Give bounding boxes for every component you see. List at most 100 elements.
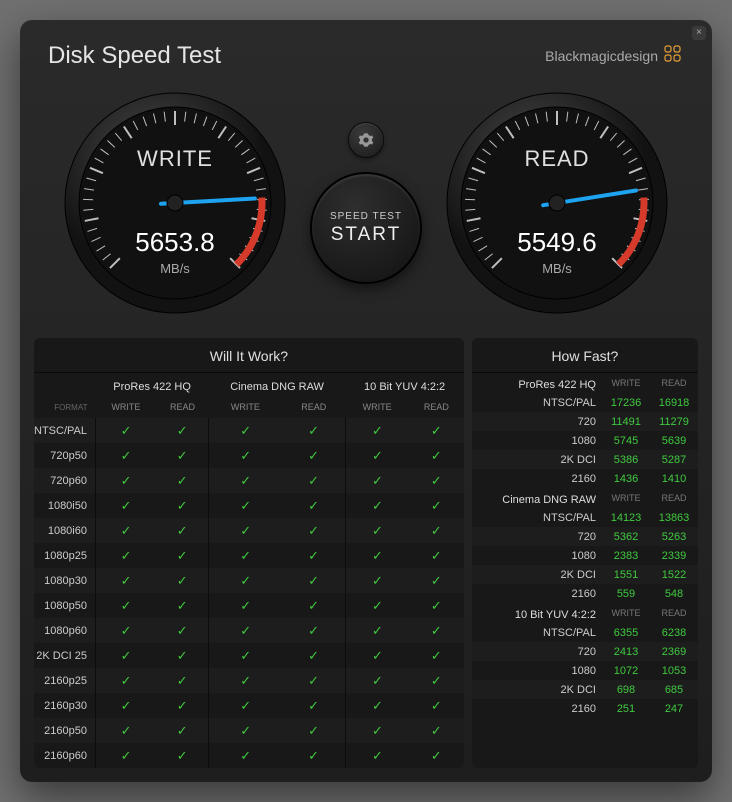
table-row: NTSC/PAL1412313863 [472, 508, 698, 527]
fast-format-label: 1080 [472, 431, 602, 450]
checkmark-icon: ✓ [308, 598, 319, 613]
brand-label: Blackmagicdesign [545, 45, 684, 68]
check-cell: ✓ [409, 493, 464, 518]
fast-wr-header: WRITE [602, 603, 650, 623]
checkmark-icon: ✓ [121, 473, 132, 488]
check-cell: ✓ [345, 418, 409, 443]
how-fast-panel: How Fast? ProRes 422 HQWRITEREADNTSC/PAL… [472, 338, 698, 768]
check-cell: ✓ [209, 668, 282, 693]
check-cell: ✓ [156, 593, 208, 618]
write-gauge-svg [60, 88, 290, 318]
check-cell: ✓ [209, 618, 282, 643]
check-cell: ✓ [282, 418, 345, 443]
checkmark-icon: ✓ [431, 473, 442, 488]
checkmark-icon: ✓ [177, 598, 188, 613]
table-row: 2160251247 [472, 699, 698, 718]
checkmark-icon: ✓ [308, 623, 319, 638]
check-cell: ✓ [282, 668, 345, 693]
tables-row: Will It Work? ProRes 422 HQCinema DNG RA… [20, 338, 712, 782]
brand-text: Blackmagicdesign [545, 48, 658, 64]
check-cell: ✓ [282, 643, 345, 668]
checkmark-icon: ✓ [240, 623, 251, 638]
checkmark-icon: ✓ [372, 698, 383, 713]
fast-write-value: 251 [602, 699, 650, 718]
how-fast-table: ProRes 422 HQWRITEREADNTSC/PAL1723616918… [472, 373, 698, 718]
fast-section-title: 10 Bit YUV 4:2:2 [472, 603, 602, 623]
start-button-small: SPEED TEST [330, 211, 402, 222]
checkmark-icon: ✓ [431, 498, 442, 513]
table-row: 2160p25✓✓✓✓✓✓ [34, 668, 464, 693]
fast-read-value: 5639 [650, 431, 698, 450]
fast-read-value: 5263 [650, 527, 698, 546]
write-gauge-label: WRITE [137, 146, 213, 172]
fast-format-label: 720 [472, 642, 602, 661]
start-button[interactable]: SPEED TEST START [310, 172, 422, 284]
table-row: 1080i60✓✓✓✓✓✓ [34, 518, 464, 543]
check-cell: ✓ [95, 418, 156, 443]
checkmark-icon: ✓ [372, 623, 383, 638]
fast-read-value: 2369 [650, 642, 698, 661]
close-button[interactable]: × [692, 26, 706, 40]
check-cell: ✓ [95, 718, 156, 743]
write-gauge-value: 5653.8 [135, 227, 215, 258]
check-cell: ✓ [345, 668, 409, 693]
check-cell: ✓ [345, 468, 409, 493]
checkmark-icon: ✓ [308, 423, 319, 438]
checkmark-icon: ✓ [121, 523, 132, 538]
how-fast-title: How Fast? [472, 338, 698, 373]
check-cell: ✓ [156, 493, 208, 518]
check-cell: ✓ [156, 693, 208, 718]
table-row: 2K DCI 25✓✓✓✓✓✓ [34, 643, 464, 668]
checkmark-icon: ✓ [308, 673, 319, 688]
check-cell: ✓ [95, 593, 156, 618]
fast-format-label: NTSC/PAL [472, 508, 602, 527]
fast-write-value: 2383 [602, 546, 650, 565]
app-title: Disk Speed Test [48, 42, 221, 70]
check-cell: ✓ [282, 468, 345, 493]
check-cell: ✓ [409, 418, 464, 443]
check-cell: ✓ [409, 668, 464, 693]
check-cell: ✓ [95, 618, 156, 643]
table-row: 7201149111279 [472, 412, 698, 431]
checkmark-icon: ✓ [121, 498, 132, 513]
check-cell: ✓ [95, 643, 156, 668]
checkmark-icon: ✓ [240, 673, 251, 688]
check-cell: ✓ [345, 568, 409, 593]
checkmark-icon: ✓ [177, 648, 188, 663]
checkmark-icon: ✓ [177, 523, 188, 538]
check-cell: ✓ [156, 568, 208, 593]
codec-header: 10 Bit YUV 4:2:2 [345, 373, 463, 398]
table-row: 108023832339 [472, 546, 698, 565]
checkmark-icon: ✓ [308, 723, 319, 738]
checkmark-icon: ✓ [240, 448, 251, 463]
format-label: 2160p50 [34, 718, 95, 743]
table-row: 108057455639 [472, 431, 698, 450]
table-row: 1080p25✓✓✓✓✓✓ [34, 543, 464, 568]
will-it-work-panel: Will It Work? ProRes 422 HQCinema DNG RA… [34, 338, 464, 768]
format-label: 720p60 [34, 468, 95, 493]
checkmark-icon: ✓ [121, 548, 132, 563]
table-row: 720p50✓✓✓✓✓✓ [34, 443, 464, 468]
checkmark-icon: ✓ [308, 498, 319, 513]
check-cell: ✓ [345, 643, 409, 668]
start-button-big: START [331, 224, 402, 246]
table-row: 2160p30✓✓✓✓✓✓ [34, 693, 464, 718]
check-cell: ✓ [409, 543, 464, 568]
table-row: NTSC/PAL✓✓✓✓✓✓ [34, 418, 464, 443]
settings-button[interactable] [348, 122, 384, 158]
check-cell: ✓ [209, 518, 282, 543]
checkmark-icon: ✓ [308, 648, 319, 663]
check-cell: ✓ [209, 418, 282, 443]
fast-write-value: 1551 [602, 565, 650, 584]
check-cell: ✓ [156, 718, 208, 743]
checkmark-icon: ✓ [372, 473, 383, 488]
check-cell: ✓ [95, 668, 156, 693]
check-cell: ✓ [95, 518, 156, 543]
format-column-header: FORMAT [34, 398, 95, 419]
checkmark-icon: ✓ [177, 748, 188, 763]
checkmark-icon: ✓ [308, 573, 319, 588]
checkmark-icon: ✓ [240, 598, 251, 613]
check-cell: ✓ [209, 593, 282, 618]
check-cell: ✓ [95, 468, 156, 493]
brand-logo-icon [664, 45, 684, 68]
